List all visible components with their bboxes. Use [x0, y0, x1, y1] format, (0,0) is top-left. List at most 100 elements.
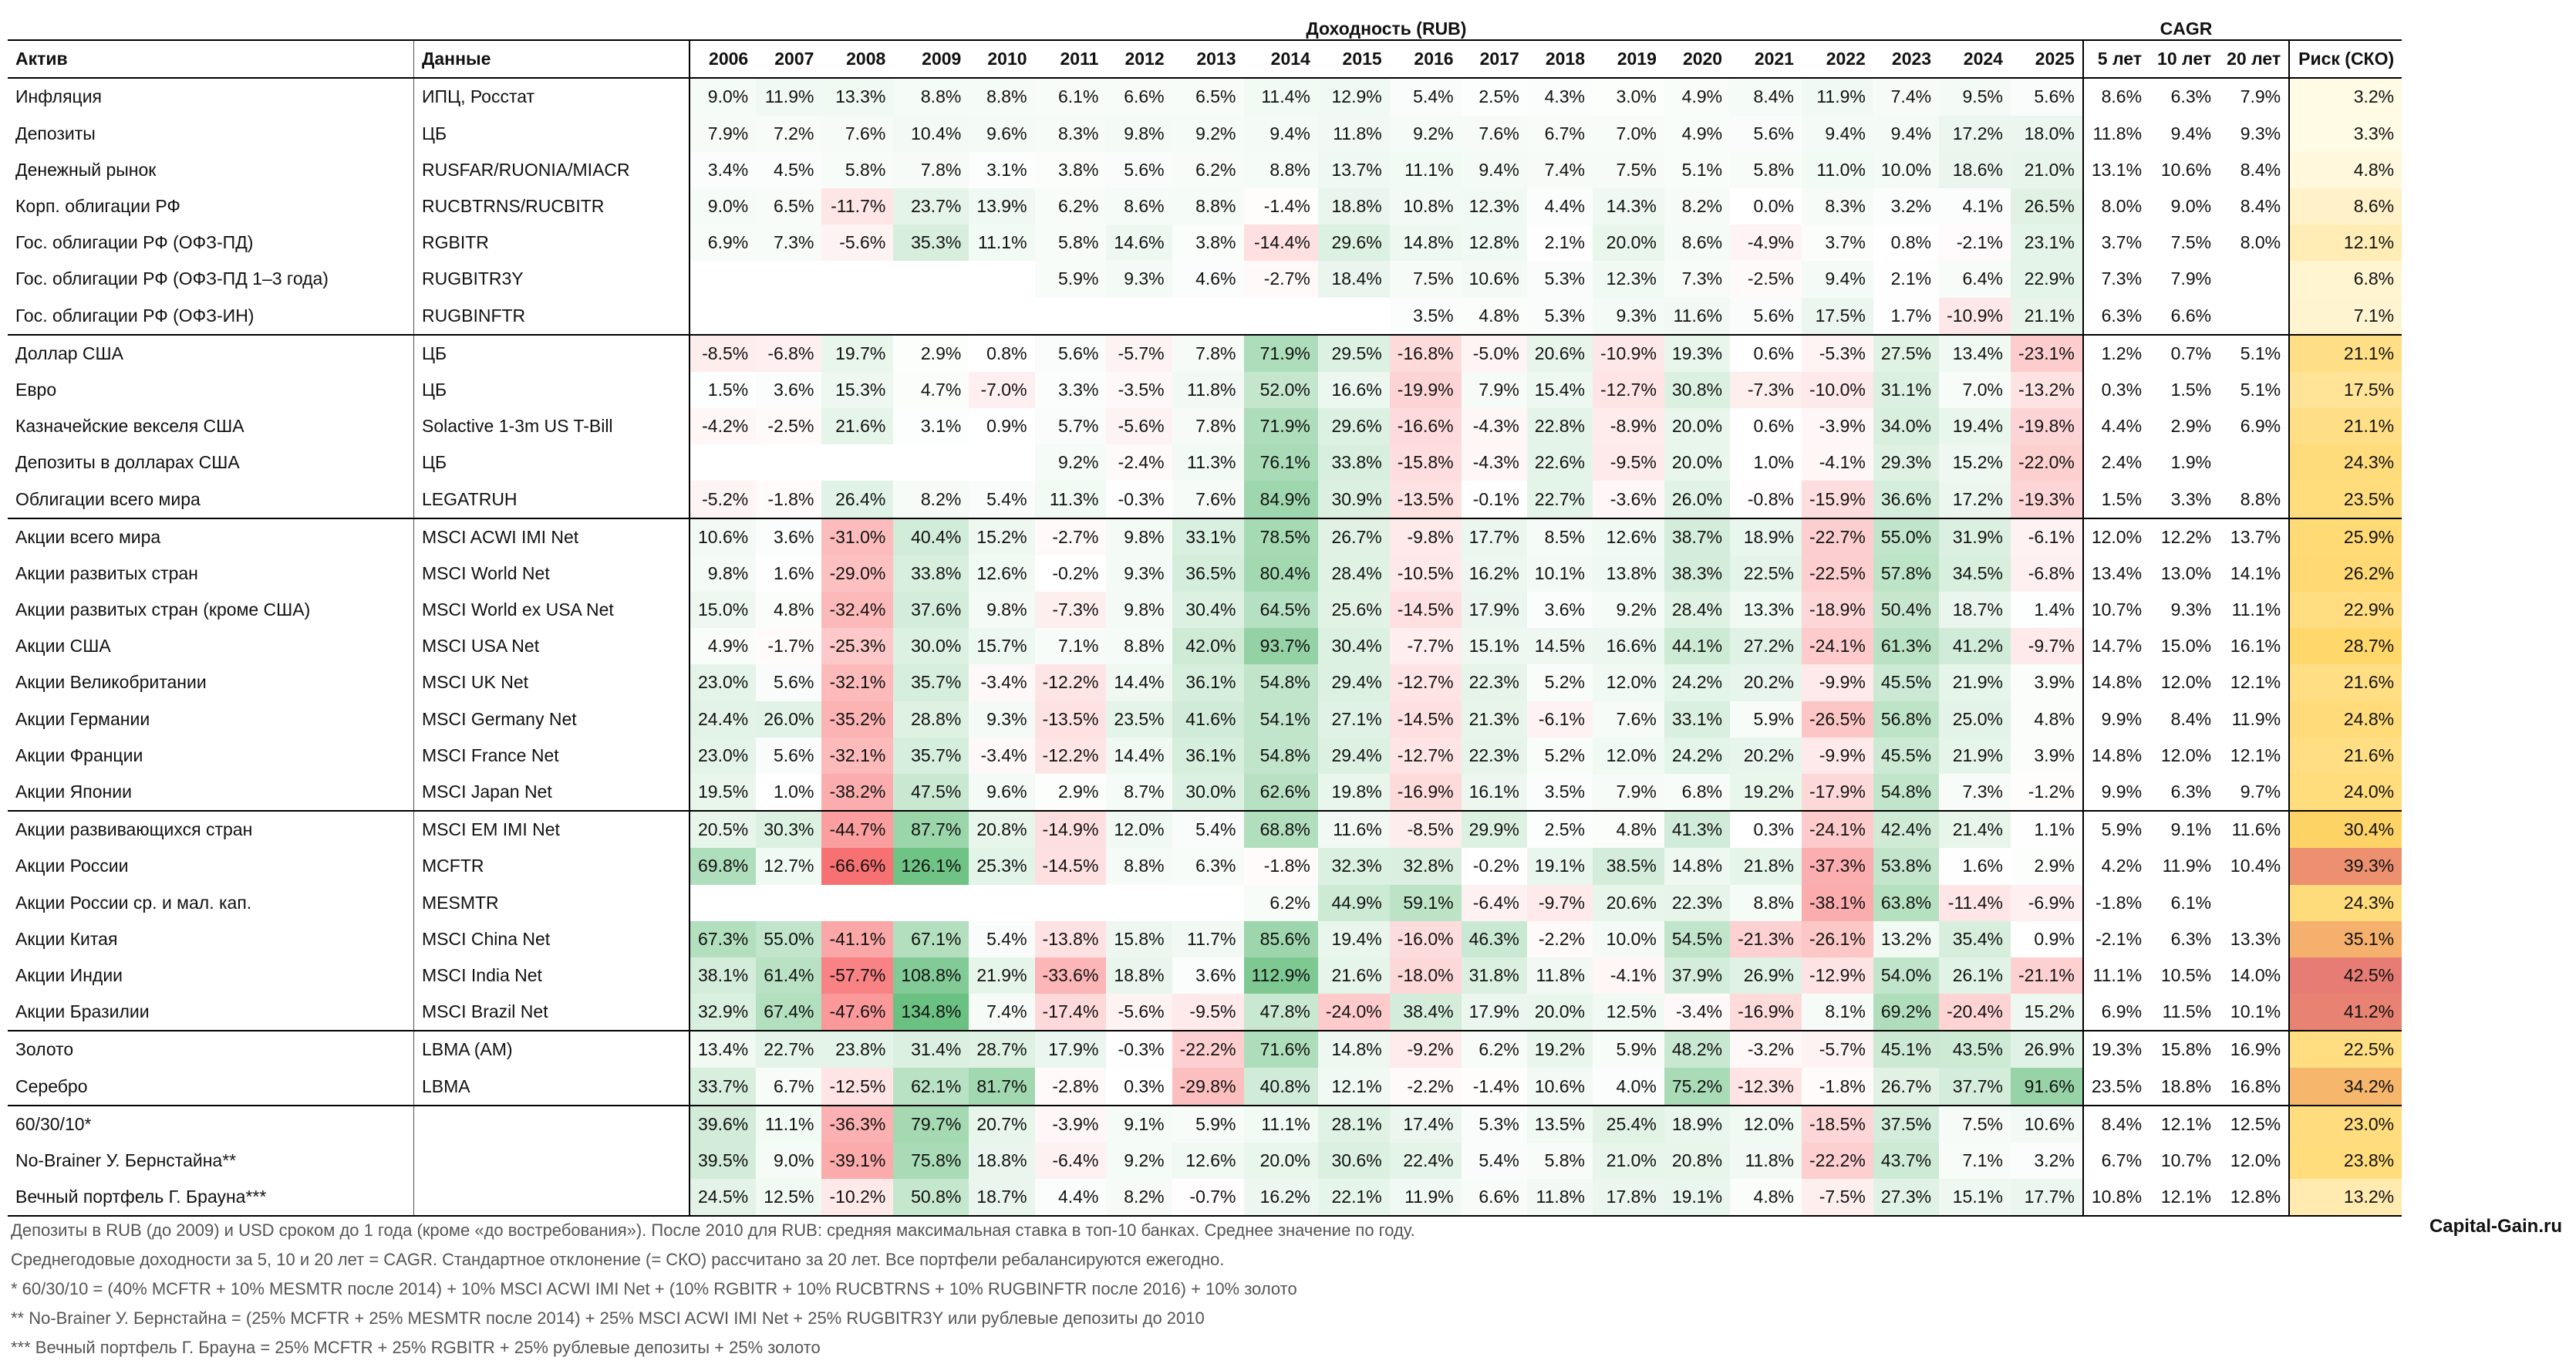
cagr-cell: 23.5% — [2082, 1068, 2150, 1106]
data-source: MCFTR — [413, 848, 690, 885]
table-body: Инфляция ИПЦ, Росстат 9.0% 11.9% 13.3% 8.8% 8.… — [8, 78, 2402, 1217]
cagr-cell: 6.3% — [2082, 297, 2150, 336]
return-cell-2017: 10.6% — [1461, 261, 1527, 298]
return-cell-2010 — [969, 444, 1034, 481]
return-cell-2024: 7.1% — [1939, 1142, 2011, 1179]
return-cell-2021: 12.0% — [1730, 1105, 1802, 1143]
header-year-2011: 2011 — [1034, 39, 1107, 79]
return-cell-2023: 63.8% — [1873, 884, 1940, 921]
header-year-2021: 2021 — [1730, 39, 1802, 79]
return-cell-2007 — [756, 885, 821, 921]
return-cell-2025: 26.9% — [2010, 1031, 2083, 1069]
return-cell-2007: -1.8% — [756, 481, 822, 519]
cagr-cell: 11.5% — [2149, 994, 2220, 1032]
return-cell-2019: 17.8% — [1593, 1179, 1664, 1217]
cagr-cell: 11.9% — [2162, 856, 2212, 876]
asset-name: Облигации всего мира — [8, 481, 414, 519]
return-cell-2009: 87.7% — [893, 811, 969, 849]
return-cell-2022: 9.4% — [1801, 261, 1873, 298]
return-cell-2006: 3.4% — [688, 151, 757, 188]
cagr-cell: 4.4% — [2082, 408, 2150, 445]
return-cell-2016: -16.9% — [1389, 773, 1462, 812]
cagr-cell: 7.9% — [2240, 86, 2281, 107]
return-cell-2020: 24.2% — [1664, 737, 1731, 774]
data-source: ИПЦ, Росстат — [413, 78, 690, 116]
return-cell-2019: 9.3% — [1593, 297, 1664, 336]
data-source: ЦБ — [413, 115, 690, 152]
return-cell-2014: 71.6% — [1243, 1031, 1318, 1069]
return-cell-2006: 24.4% — [688, 701, 757, 738]
header-year-2014: 2014 — [1243, 39, 1318, 79]
return-cell-2022: -4.1% — [1801, 444, 1873, 481]
return-cell-2021: -0.8% — [1730, 481, 1802, 519]
return-cell-2024: 18.6% — [1939, 151, 2011, 188]
data-source: ЦБ — [413, 444, 690, 481]
return-cell-2013: 6.2% — [1172, 151, 1244, 188]
return-cell-2009 — [893, 261, 969, 297]
return-cell-2010: 12.6% — [969, 555, 1035, 592]
return-cell-2012: 9.2% — [1106, 1142, 1172, 1179]
return-cell-2017: 17.9% — [1461, 592, 1527, 629]
cagr-cell: 1.5% — [2082, 481, 2150, 519]
return-cell-2015: 30.9% — [1317, 481, 1390, 519]
return-cell-2025: -23.1% — [2010, 334, 2083, 372]
return-cell-2023: 54.0% — [1873, 957, 1940, 994]
risk-cell: 12.1% — [2288, 225, 2402, 262]
return-cell-2007: -1.7% — [756, 628, 822, 665]
header-asset: Актив — [8, 39, 414, 79]
return-cell-2024: 15.1% — [1939, 1179, 2011, 1217]
return-cell-2016: -10.5% — [1389, 555, 1462, 592]
return-cell-2021: 26.9% — [1730, 957, 1802, 994]
footnote-line: Депозиты в RUB (до 2009) и USD сроком до… — [11, 1221, 1415, 1240]
header-cagr-2: 20 лет — [2219, 39, 2290, 79]
return-cell-2016: -15.8% — [1389, 444, 1462, 481]
return-cell-2007: -2.5% — [756, 408, 822, 445]
return-cell-2012: 8.6% — [1106, 187, 1172, 225]
data-source: ЦБ — [413, 334, 690, 372]
return-cell-2020: -3.4% — [1664, 994, 1731, 1032]
return-cell-2011: 5.8% — [1034, 225, 1107, 262]
risk-cell: 26.2% — [2288, 555, 2402, 592]
risk-cell: 21.1% — [2288, 334, 2402, 372]
return-cell-2020: 4.9% — [1664, 115, 1731, 152]
return-cell-2017: -4.3% — [1461, 444, 1527, 481]
return-cell-2009: 3.1% — [893, 408, 969, 445]
return-cell-2018: -9.7% — [1526, 884, 1593, 921]
risk-cell: 8.6% — [2288, 187, 2402, 225]
return-cell-2023: 54.8% — [1873, 773, 1940, 812]
cagr-cell: 10.6% — [2160, 159, 2212, 180]
return-cell-2023: 26.7% — [1873, 1068, 1940, 1106]
table-row: Золото LBMA (AM) 13.4% 22.7% 23.8% 31.4% 28.7%… — [8, 1031, 2402, 1069]
return-cell-2009: 10.4% — [893, 115, 969, 152]
return-cell-2016: -16.8% — [1389, 334, 1462, 372]
return-cell-2017: 5.3% — [1461, 1105, 1527, 1143]
return-cell-2012: -5.6% — [1106, 994, 1172, 1032]
table-row: Депозиты ЦБ 7.9% 7.2% 7.6% 10.4% 9.6% 8.3% 9.8% 9… — [8, 115, 2402, 152]
return-cell-2017: 15.1% — [1461, 628, 1527, 665]
return-cell-2018: 4.4% — [1526, 187, 1593, 225]
return-cell-2016: 11.9% — [1389, 1179, 1462, 1217]
return-cell-2023: 0.8% — [1873, 225, 1940, 262]
return-cell-2011 — [1035, 885, 1107, 921]
return-cell-2012: 9.8% — [1106, 115, 1172, 152]
return-cell-2006: 67.3% — [688, 920, 757, 957]
return-cell-2023: 34.0% — [1873, 408, 1940, 445]
return-cell-2020: 24.2% — [1664, 664, 1731, 701]
return-cell-2012: 6.6% — [1106, 78, 1172, 116]
footnote-line: ** No-Brainer У. Бернстайна = (25% MCFTR… — [11, 1308, 1205, 1328]
data-source: MSCI ACWI IMI Net — [413, 518, 690, 555]
return-cell-2013: 5.9% — [1172, 1105, 1244, 1143]
cagr-cell: 18.8% — [2149, 1068, 2220, 1106]
return-cell-2018: 22.6% — [1526, 444, 1593, 481]
table-row: Акции России MCFTR 69.8% 12.7% -66.6% 126.1% 2… — [8, 848, 2402, 885]
return-cell-2011: 5.7% — [1034, 408, 1107, 445]
data-source: RUGBITR3Y — [413, 261, 690, 298]
risk-cell: 4.8% — [2288, 151, 2402, 188]
return-cell-2021: 0.0% — [1730, 187, 1802, 225]
data-source: LBMA — [413, 1068, 690, 1106]
return-cell-2013: 42.0% — [1172, 628, 1244, 665]
data-source: LEGATRUH — [413, 481, 690, 519]
return-cell-2024: 15.2% — [1939, 444, 2011, 481]
return-cell-2025: 17.7% — [2010, 1179, 2083, 1217]
return-cell-2009: 23.7% — [893, 187, 969, 225]
